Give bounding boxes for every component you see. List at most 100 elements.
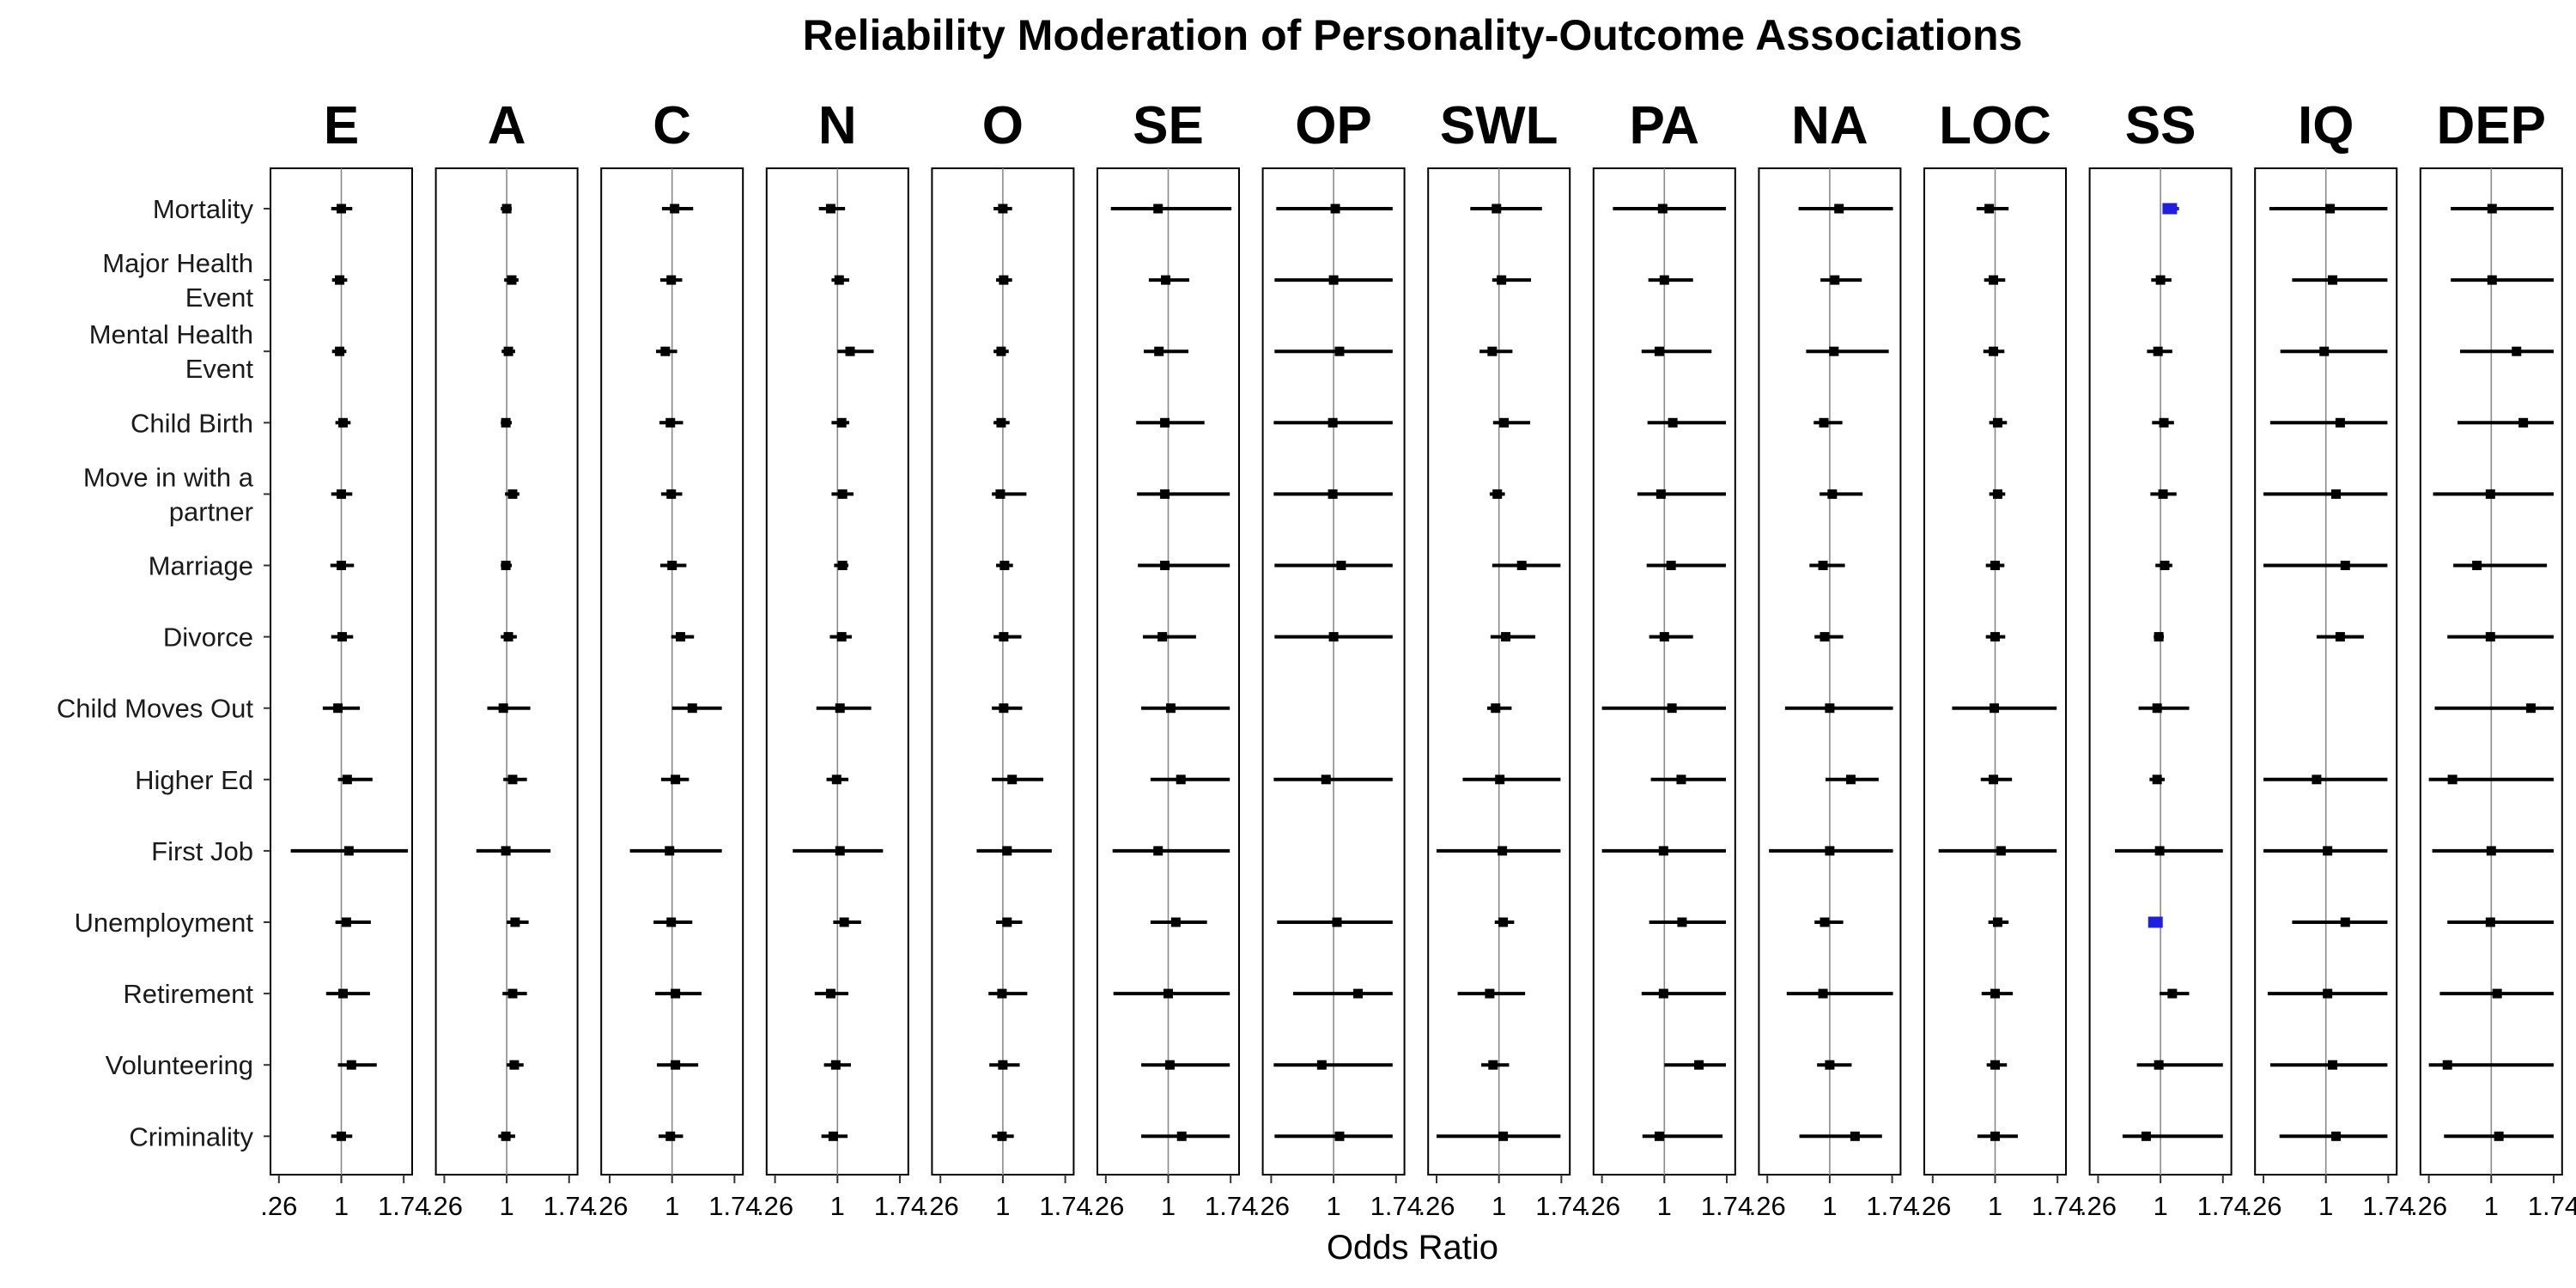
point-estimate-dep-higher-ed (2447, 775, 2458, 785)
point-estimate-pa-marriage (1666, 561, 1676, 570)
point-estimate-ss-child-moves-out (2152, 703, 2162, 714)
point-estimate-swl-major-health-event (1497, 275, 1507, 285)
point-estimate-pa-retirement (1658, 988, 1668, 999)
point-estimate-swl-child-birth (1499, 417, 1510, 428)
point-estimate-a-retirement (507, 988, 518, 999)
point-estimate-a-criminality (501, 1131, 511, 1141)
point-estimate-na-marriage (1818, 561, 1828, 570)
point-estimate-na-divorce (1820, 632, 1830, 642)
point-estimate-c-first-job (665, 846, 675, 856)
point-estimate-loc-mental-health-event (1989, 346, 1999, 356)
x-tick-label: 1 (1161, 1191, 1176, 1221)
row-label-child-birth: Child Birth (131, 408, 253, 438)
point-estimate-ss-unemployment (2148, 916, 2163, 928)
point-estimate-n-volunteering (830, 1060, 841, 1070)
x-tick-label: .26 (2080, 1191, 2117, 1221)
facet-panel-swl: SWL .26 1 1.74 (1418, 96, 1587, 1221)
point-estimate-e-divorce (337, 632, 347, 642)
row-label-line: Event (185, 354, 254, 384)
point-estimate-op-criminality (1334, 1131, 1345, 1141)
point-estimate-swl-retirement (1485, 988, 1495, 999)
point-estimate-loc-major-health-event (1989, 275, 1999, 285)
point-estimate-iq-first-job (2323, 846, 2333, 856)
point-estimate-iq-retirement (2323, 988, 2333, 999)
point-estimate-pa-mortality (1657, 204, 1668, 214)
point-estimate-pa-first-job (1658, 846, 1668, 856)
point-estimate-dep-mortality (2487, 204, 2497, 214)
point-estimate-e-child-moves-out (333, 703, 343, 714)
point-estimate-ss-first-job (2154, 846, 2165, 856)
point-estimate-na-mental-health-event (1829, 346, 1839, 356)
point-estimate-a-marriage (501, 561, 511, 570)
point-estimate-ss-marriage (2160, 561, 2170, 570)
facet-label-loc: LOC (1939, 96, 2051, 155)
x-tick-label: 1.74 (1701, 1191, 1753, 1221)
point-estimate-e-first-job (343, 846, 354, 856)
x-tick-label: 1.74 (2197, 1191, 2249, 1221)
point-estimate-n-move-in-with-a-partner (837, 489, 848, 499)
point-estimate-se-unemployment (1170, 917, 1181, 927)
point-estimate-n-major-health-event (834, 275, 844, 285)
x-tick-label: .26 (1749, 1191, 1786, 1221)
x-tick-label: .26 (2410, 1191, 2447, 1221)
x-tick-label: 1 (2484, 1191, 2499, 1221)
point-estimate-o-divorce (999, 632, 1009, 642)
point-estimate-pa-unemployment (1677, 917, 1687, 927)
point-estimate-swl-marriage (1516, 561, 1527, 570)
row-label-major-health-event: Major Health Event (102, 248, 253, 313)
x-tick-label: 1 (830, 1191, 845, 1221)
x-tick-label: 1 (995, 1191, 1010, 1221)
point-estimate-n-higher-ed (831, 775, 841, 785)
point-estimate-iq-child-birth (2335, 417, 2345, 428)
point-estimate-se-mortality (1153, 204, 1163, 214)
point-estimate-se-volunteering (1164, 1060, 1175, 1070)
point-estimate-loc-child-moves-out (1990, 703, 2000, 714)
point-estimate-e-retirement (337, 988, 348, 999)
point-estimate-ss-move-in-with-a-partner (2158, 489, 2168, 499)
point-estimate-ss-divorce (2154, 632, 2164, 642)
point-estimate-o-child-moves-out (999, 703, 1009, 714)
row-label-criminality: Criminality (129, 1121, 253, 1151)
x-tick-label: .26 (1418, 1191, 1455, 1221)
point-estimate-se-first-job (1153, 846, 1163, 856)
point-estimate-c-divorce (676, 632, 686, 642)
x-tick-label: 1 (2153, 1191, 2167, 1221)
facet-panel-c: C .26 1 1.74 (591, 96, 760, 1221)
point-estimate-iq-divorce (2335, 632, 2345, 642)
row-label-retirement: Retirement (123, 979, 253, 1009)
x-tick-label: 1 (1988, 1191, 2002, 1221)
x-axis-label: Odds Ratio (1327, 1229, 1498, 1267)
point-estimate-na-mortality (1834, 204, 1844, 214)
point-estimate-na-criminality (1850, 1131, 1860, 1141)
point-estimate-swl-child-moves-out (1491, 703, 1501, 714)
point-estimate-pa-criminality (1654, 1131, 1664, 1141)
x-tick-label: 1.74 (874, 1191, 926, 1221)
point-estimate-ss-mortality (2162, 203, 2178, 215)
point-estimate-se-child-birth (1160, 417, 1170, 428)
point-estimate-se-child-moves-out (1165, 703, 1176, 714)
row-labels-layer: Mortality Major Health Event Mental Health E… (57, 194, 254, 1151)
point-estimate-ss-volunteering (2154, 1060, 2164, 1070)
point-estimate-dep-major-health-event (2487, 275, 2497, 285)
point-estimate-a-major-health-event (507, 275, 517, 285)
point-estimate-loc-divorce (1990, 632, 2000, 642)
point-estimate-loc-first-job (1996, 846, 2006, 856)
facet-panel-e: E .26 1 1.74 (260, 96, 429, 1221)
x-tick-label: .26 (1914, 1191, 1951, 1221)
point-estimate-swl-unemployment (1498, 917, 1509, 927)
facet-label-swl: SWL (1440, 96, 1558, 155)
row-label-line: Mental Health (89, 319, 253, 349)
point-estimate-o-major-health-event (999, 275, 1009, 285)
point-estimate-o-mental-health-event (996, 346, 1006, 356)
point-estimate-iq-higher-ed (2312, 775, 2322, 785)
point-estimate-a-volunteering (509, 1060, 519, 1070)
row-label-line: Move in with a (83, 462, 254, 492)
x-tick-label: 1 (1326, 1191, 1340, 1221)
point-estimate-a-child-moves-out (498, 703, 508, 714)
point-estimate-loc-volunteering (1990, 1060, 2000, 1070)
point-estimate-iq-marriage (2340, 561, 2350, 570)
facet-label-ss: SS (2125, 96, 2196, 155)
x-tick-label: .26 (426, 1191, 463, 1221)
point-estimate-o-move-in-with-a-partner (995, 489, 1005, 499)
